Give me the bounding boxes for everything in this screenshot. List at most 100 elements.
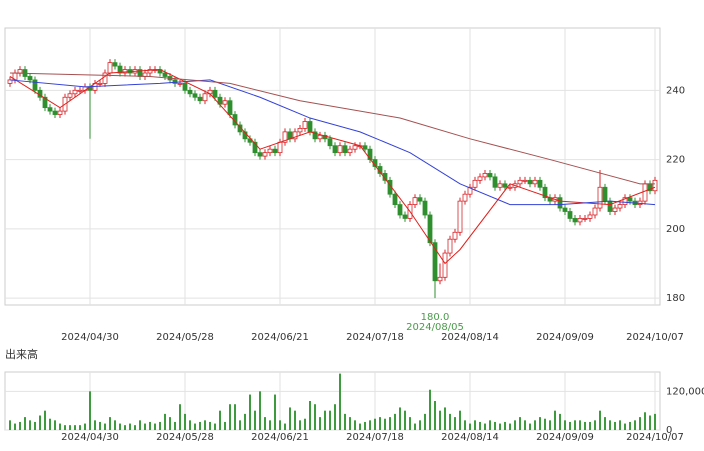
candle-body <box>507 186 513 189</box>
volume-bar <box>329 410 331 430</box>
volume-bar <box>14 423 16 430</box>
candle-body <box>442 252 448 278</box>
volume-bar <box>204 420 206 430</box>
candle-body <box>522 179 528 182</box>
volume-bar <box>479 421 481 430</box>
volume-bar <box>449 413 451 430</box>
volume-bar <box>599 410 601 430</box>
candle-body <box>587 214 593 219</box>
candle-body <box>457 200 463 233</box>
moving-average <box>9 72 655 185</box>
candle-body <box>57 110 63 115</box>
candle-body <box>312 131 318 140</box>
volume-bar <box>184 413 186 430</box>
candle-body <box>597 186 603 209</box>
candle-body <box>187 89 193 95</box>
candle-body <box>427 214 433 244</box>
candle-body <box>432 242 438 282</box>
volume-bar <box>504 421 506 430</box>
volume-bar <box>619 420 621 430</box>
volume-bar <box>524 420 526 430</box>
volume-bar <box>209 421 211 430</box>
candle-body <box>172 79 178 84</box>
volume-bar <box>79 425 81 430</box>
candle-body <box>42 96 48 109</box>
candle-body <box>627 197 633 202</box>
volume-bar <box>604 417 606 430</box>
candle-body <box>557 197 563 209</box>
candle-body <box>502 183 508 188</box>
volume-title: 出来高 <box>5 347 38 361</box>
x-tick-label: 2024/10/07 <box>626 332 684 343</box>
candle-body <box>577 218 583 223</box>
annotation-value: 180.0 <box>421 312 450 323</box>
volume-bar <box>489 420 491 430</box>
candle-body <box>342 145 348 154</box>
candle-body <box>147 69 153 74</box>
volume-bar <box>369 420 371 430</box>
volume-bar <box>164 413 166 430</box>
volume-bar <box>149 421 151 430</box>
y-tick-label: 240 <box>666 85 685 96</box>
x-tick-label: 2024/06/21 <box>251 432 309 443</box>
candle-body <box>477 176 483 181</box>
volume-bar <box>289 407 291 430</box>
volume-bar <box>139 420 141 430</box>
volume-bar <box>389 417 391 430</box>
candle-body <box>652 179 658 192</box>
volume-bar <box>459 410 461 430</box>
volume-bar <box>554 410 556 430</box>
candle-body <box>337 145 343 154</box>
volume-bar <box>374 418 376 430</box>
candle-body <box>237 124 243 133</box>
x-tick-label: 2024/05/28 <box>156 432 214 443</box>
volume-bar <box>549 420 551 430</box>
x-tick-label: 2024/07/18 <box>346 332 404 343</box>
volume-bar <box>584 421 586 430</box>
volume-bar <box>199 421 201 430</box>
volume-bar <box>59 423 61 430</box>
candle-body <box>222 100 228 105</box>
candle-body <box>162 72 168 77</box>
volume-bar <box>624 423 626 430</box>
candle-body <box>102 72 108 84</box>
volume-bar <box>614 421 616 430</box>
y-tick-label: 200 <box>666 224 685 235</box>
candle-body <box>227 100 233 115</box>
x-tick-label: 2024/09/09 <box>536 332 594 343</box>
candle-body <box>617 204 623 209</box>
volume-bar <box>474 420 476 430</box>
x-tick-label: 2024/05/28 <box>156 332 214 343</box>
volume-bar <box>99 421 101 430</box>
volume-bar <box>419 420 421 430</box>
candle-body <box>582 218 588 220</box>
candle-body <box>567 211 573 219</box>
volume-bar <box>564 420 566 430</box>
volume-bar <box>239 420 241 430</box>
candle-body <box>47 107 53 112</box>
volume-bar <box>439 410 441 430</box>
candle-body <box>17 69 23 74</box>
candle-body <box>382 173 388 181</box>
volume-bar <box>404 410 406 430</box>
y-tick-label: 120,000 <box>666 386 704 397</box>
candle-body <box>117 65 123 74</box>
volume-bar <box>444 407 446 430</box>
x-tick-label: 2024/09/09 <box>536 432 594 443</box>
volume-bar <box>639 417 641 430</box>
volume-bar <box>104 423 106 430</box>
volume-bar <box>119 423 121 430</box>
candle-body <box>302 121 308 129</box>
candle-body <box>197 96 203 102</box>
volume-bar <box>344 413 346 430</box>
candle-body <box>467 186 473 195</box>
volume-bar <box>469 423 471 430</box>
candle-body <box>202 93 208 102</box>
candle-body <box>182 83 188 91</box>
candle-body <box>212 89 218 98</box>
volume-bar <box>94 420 96 430</box>
candle-body <box>402 214 408 219</box>
volume-bar <box>129 423 131 430</box>
y-tick-label: 220 <box>666 155 685 166</box>
volume-bar <box>44 410 46 430</box>
